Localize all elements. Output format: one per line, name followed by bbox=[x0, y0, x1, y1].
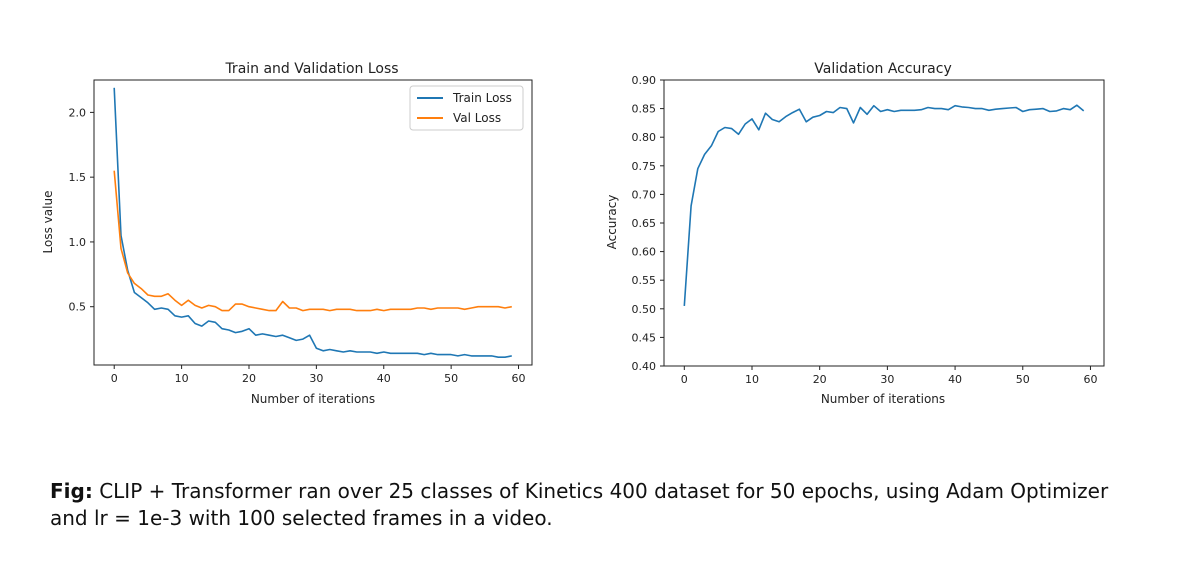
accuracy-x-tick-label: 60 bbox=[1083, 373, 1097, 386]
accuracy-y-tick-label: 0.45 bbox=[632, 331, 657, 344]
accuracy-y-tick-label: 0.60 bbox=[632, 246, 657, 259]
accuracy-x-tick-label: 40 bbox=[948, 373, 962, 386]
accuracy-y-label: Accuracy bbox=[605, 195, 619, 250]
accuracy-y-tick-label: 0.85 bbox=[632, 103, 657, 116]
loss-legend: Train Loss Val Loss bbox=[409, 85, 524, 131]
accuracy-lines bbox=[683, 104, 1085, 306]
loss-x-label: Number of iterations bbox=[251, 392, 375, 406]
loss-x-tick-label: 60 bbox=[512, 372, 526, 385]
accuracy-chart: Validation Accuracy 0 10 20 30 40 50 60 0.40 0.4… bbox=[605, 61, 1105, 406]
accuracy-y-tick-label: 0.80 bbox=[632, 131, 657, 144]
accuracy-y-tick-label: 0.50 bbox=[632, 303, 657, 316]
loss-series-train-loss-line bbox=[113, 87, 512, 359]
accuracy-y-tick-label: 0.65 bbox=[632, 217, 657, 230]
accuracy-y-tick-label: 0.70 bbox=[632, 188, 657, 201]
legend-label-val-loss: Val Loss bbox=[453, 111, 501, 125]
loss-x-tick-label: 50 bbox=[444, 372, 458, 385]
loss-chart-title: Train and Validation Loss bbox=[224, 61, 398, 77]
accuracy-y-tick-label: 0.55 bbox=[632, 274, 657, 287]
accuracy-x-tick-label: 30 bbox=[880, 373, 894, 386]
loss-x-tick-label: 40 bbox=[377, 372, 391, 385]
loss-x-tick-label: 20 bbox=[242, 372, 256, 385]
accuracy-chart-title: Validation Accuracy bbox=[814, 61, 952, 77]
loss-y-tick-label: 1.0 bbox=[69, 236, 87, 249]
accuracy-y-tick-label: 0.75 bbox=[632, 160, 657, 173]
accuracy-x-tick-label: 0 bbox=[681, 373, 688, 386]
accuracy-ticks: 0 10 20 30 40 50 60 0.40 0.45 0.50 0.55 0.60 0.65 0.7… bbox=[632, 74, 1098, 386]
accuracy-x-tick-label: 20 bbox=[813, 373, 827, 386]
loss-lines bbox=[113, 87, 512, 359]
loss-chart: Train and Validation Loss 0 10 20 30 40 50 600… bbox=[41, 61, 533, 406]
loss-x-tick-label: 10 bbox=[175, 372, 189, 385]
charts-canvas: Train and Validation Loss 0 10 20 30 40 50 600… bbox=[41, 61, 1105, 406]
loss-plot-frame bbox=[93, 79, 533, 366]
loss-x-tick-label: 0 bbox=[111, 372, 118, 385]
loss-x-tick-label: 30 bbox=[309, 372, 323, 385]
accuracy-y-tick-label: 0.40 bbox=[632, 360, 657, 373]
loss-series-val-loss-line bbox=[113, 170, 512, 312]
legend-label-train-loss: Train Loss bbox=[452, 91, 512, 105]
loss-y-tick-label: 1.5 bbox=[69, 171, 87, 184]
accuracy-x-label: Number of iterations bbox=[821, 392, 945, 406]
accuracy-x-tick-label: 10 bbox=[745, 373, 759, 386]
accuracy-plot-frame bbox=[663, 79, 1105, 367]
loss-y-tick-label: 0.5 bbox=[69, 301, 87, 314]
figure-caption: Fig: CLIP + Transformer ran over 25 clas… bbox=[50, 478, 1150, 532]
accuracy-series-accuracy-line bbox=[683, 104, 1085, 306]
accuracy-x-tick-label: 50 bbox=[1016, 373, 1030, 386]
caption-text: CLIP + Transformer ran over 25 classes o… bbox=[50, 479, 1109, 530]
accuracy-y-tick-label: 0.90 bbox=[632, 74, 657, 87]
loss-ticks: 0 10 20 30 40 50 60 0.5 1.0 1.5 2.0 bbox=[69, 106, 526, 385]
caption-label: Fig: bbox=[50, 479, 93, 503]
loss-y-label: Loss value bbox=[41, 191, 55, 254]
loss-y-tick-label: 2.0 bbox=[69, 106, 87, 119]
